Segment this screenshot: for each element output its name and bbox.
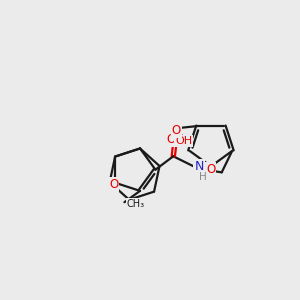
Text: O: O bbox=[172, 124, 181, 137]
Text: CH₃: CH₃ bbox=[127, 199, 145, 209]
Text: O: O bbox=[166, 133, 176, 146]
Text: OH: OH bbox=[175, 136, 192, 146]
Text: O: O bbox=[109, 178, 118, 191]
Text: O: O bbox=[206, 164, 216, 176]
Text: N: N bbox=[194, 160, 204, 173]
Text: H: H bbox=[199, 172, 207, 182]
